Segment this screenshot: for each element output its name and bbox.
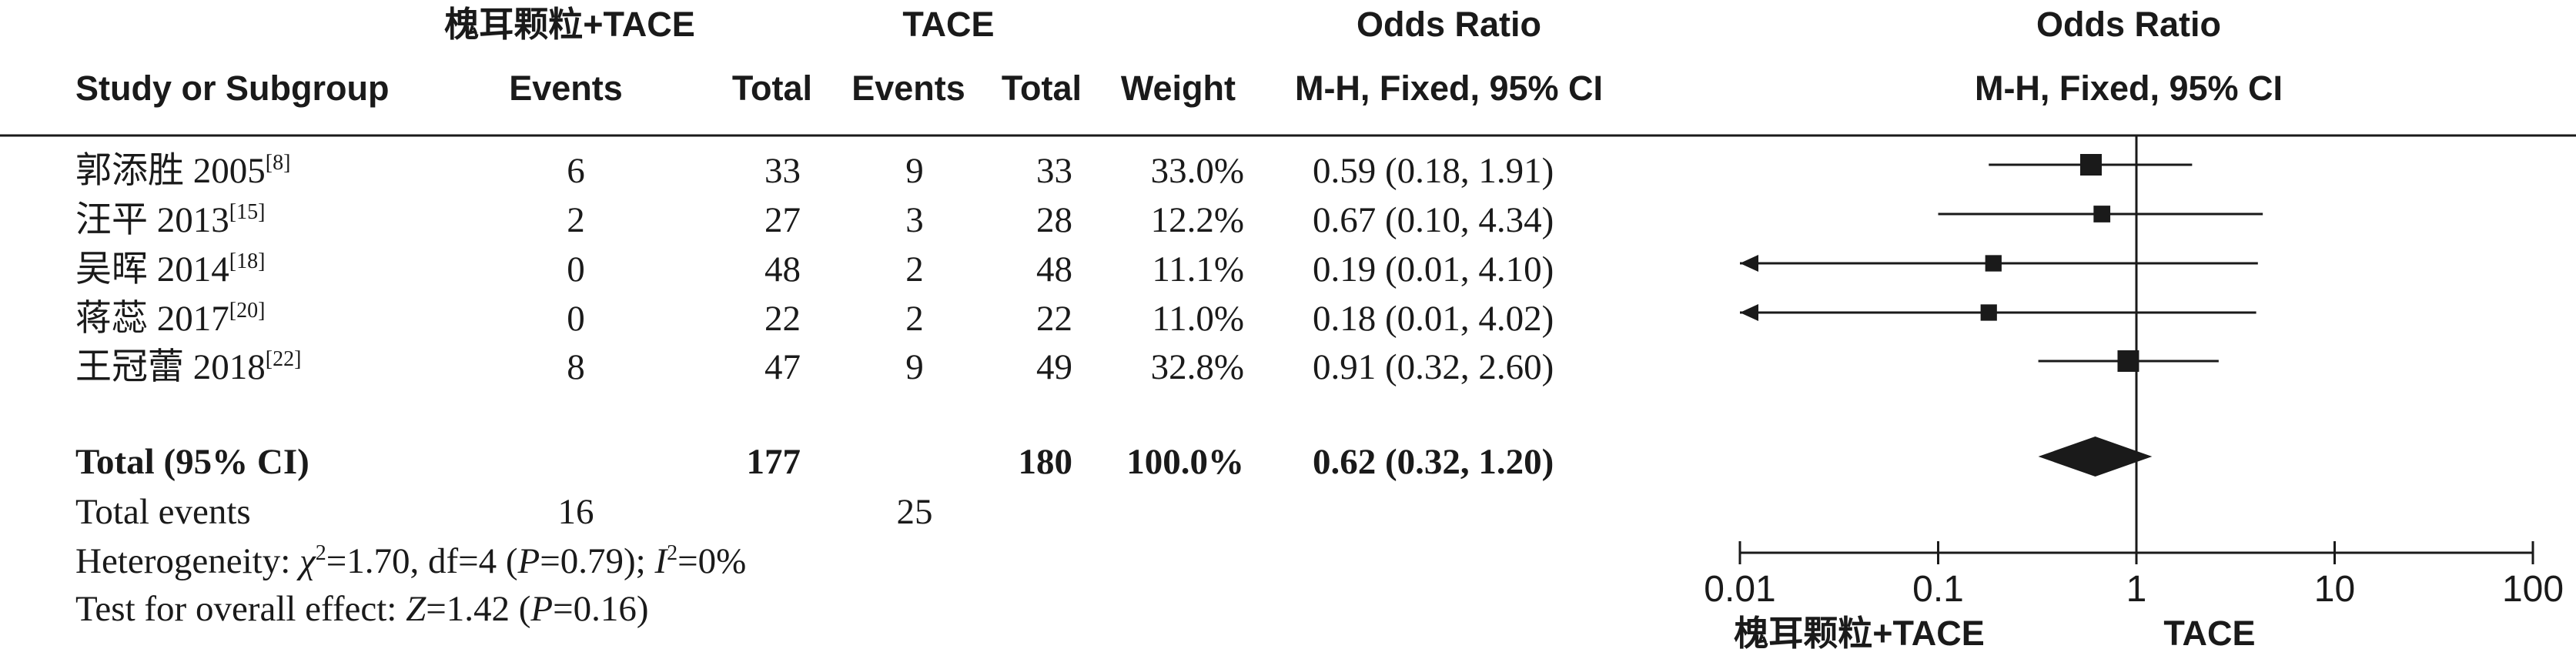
events-ctl-header: Events xyxy=(851,69,965,108)
study-point-marker xyxy=(2079,154,2102,176)
study-row: 蒋蕊 2017[20] 0 22 2 22 11.0% 0.18 (0.01, … xyxy=(75,299,1554,339)
total-exp-cell: 27 xyxy=(764,200,801,240)
total-label: Total (95% CI) xyxy=(75,442,309,482)
ci-cell: 0.18 (0.01, 4.02) xyxy=(1313,299,1554,339)
ci-clipped-arrow xyxy=(1740,304,1758,321)
study-row: 郭添胜 2005[8] 6 33 9 33 33.0% 0.59 (0.18, … xyxy=(75,151,1554,191)
events-exp-cell: 0 xyxy=(567,299,585,339)
total-exp-cell: 47 xyxy=(764,347,801,387)
events-ctl-cell: 2 xyxy=(905,249,924,289)
study-name: 汪平 2013[15] xyxy=(75,200,265,240)
study-column-header: Study or Subgroup xyxy=(75,69,389,108)
favours-right-label: TACE xyxy=(2163,614,2255,653)
ci-cell: 0.19 (0.01, 4.10) xyxy=(1313,249,1554,289)
x-axis-tick-label: 10 xyxy=(2314,569,2355,610)
events-ctl-cell: 9 xyxy=(905,151,924,191)
events-exp-cell: 0 xyxy=(567,249,585,289)
events-exp-cell: 6 xyxy=(567,151,585,191)
total-ctl-cell: 49 xyxy=(1036,347,1072,387)
weight-header: Weight xyxy=(1121,69,1236,108)
total-exp-cell: 48 xyxy=(764,249,801,289)
pooled-diamond xyxy=(2038,437,2153,477)
weight-cell: 32.8% xyxy=(1151,347,1244,387)
events-exp-header: Events xyxy=(509,69,623,108)
weight-cell: 12.2% xyxy=(1151,200,1244,240)
total-row: Total (95% CI) 177 180 100.0% 0.62 (0.32… xyxy=(75,442,1554,482)
weight-cell: 11.0% xyxy=(1152,299,1244,339)
total-exp-cell: 177 xyxy=(747,442,801,482)
experimental-group-header: 槐耳颗粒+TACE xyxy=(444,5,694,44)
study-point-marker xyxy=(2093,206,2111,222)
events-exp-cell: 2 xyxy=(567,200,585,240)
study-name: 蒋蕊 2017[20] xyxy=(75,299,265,339)
events-exp-cell: 8 xyxy=(567,347,585,387)
study-row: 吴晖 2014[18] 0 48 2 48 11.1% 0.19 (0.01, … xyxy=(75,249,1554,289)
events-ctl-cell: 2 xyxy=(905,299,924,339)
x-axis-tick-label: 0.1 xyxy=(1912,569,1964,610)
favours-left-label: 槐耳颗粒+TACE xyxy=(1734,614,1984,653)
ci-clipped-arrow xyxy=(1740,255,1758,272)
odds-ratio-title-left: Odds Ratio xyxy=(1357,5,1541,44)
total-ctl-header: Total xyxy=(1002,69,1082,108)
total-events-label: Total events xyxy=(75,492,251,532)
x-axis-tick-label: 0.01 xyxy=(1704,569,1775,610)
total-ci-cell: 0.62 (0.32, 1.20) xyxy=(1313,442,1554,482)
method-header-left: M-H, Fixed, 95% CI xyxy=(1295,69,1603,108)
total-events-row: Total events 16 25 xyxy=(75,492,933,532)
events-ctl-cell: 3 xyxy=(905,200,924,240)
forest-plot: 0.01 0.1 1 10 100 xyxy=(1704,135,2564,610)
overall-effect-text: Test for overall effect: Z=1.42 (P=0.16) xyxy=(75,589,649,629)
study-row: 王冠蕾 2018[22] 8 47 9 49 32.8% 0.91 (0.32,… xyxy=(75,347,1554,387)
ci-cell: 0.91 (0.32, 2.60) xyxy=(1313,347,1554,387)
total-ctl-cell: 180 xyxy=(1019,442,1073,482)
total-exp-cell: 22 xyxy=(764,299,801,339)
total-ctl-cell: 33 xyxy=(1036,151,1072,191)
total-exp-header: Total xyxy=(732,69,812,108)
total-events-exp: 16 xyxy=(558,492,594,532)
ci-cell: 0.59 (0.18, 1.91) xyxy=(1313,151,1554,191)
study-name: 王冠蕾 2018[22] xyxy=(75,347,301,387)
control-group-header: TACE xyxy=(902,5,994,44)
total-weight-cell: 100.0% xyxy=(1126,442,1244,482)
study-row: 汪平 2013[15] 2 27 3 28 12.2% 0.67 (0.10, … xyxy=(75,200,1554,240)
total-events-ctl: 25 xyxy=(897,492,933,532)
ci-cell: 0.67 (0.10, 4.34) xyxy=(1313,200,1554,240)
study-name: 吴晖 2014[18] xyxy=(75,249,265,289)
odds-ratio-title-right: Odds Ratio xyxy=(2036,5,2221,44)
total-ctl-cell: 48 xyxy=(1036,249,1072,289)
total-ctl-cell: 28 xyxy=(1036,200,1072,240)
weight-cell: 33.0% xyxy=(1151,151,1244,191)
x-axis-tick-label: 1 xyxy=(2126,569,2147,610)
method-header-right: M-H, Fixed, 95% CI xyxy=(1975,69,2283,108)
study-point-marker xyxy=(1980,304,1997,321)
total-exp-cell: 33 xyxy=(764,151,801,191)
total-ctl-cell: 22 xyxy=(1036,299,1072,339)
events-ctl-cell: 9 xyxy=(905,347,924,387)
study-point-marker xyxy=(2117,350,2139,372)
heterogeneity-text: Heterogeneity: χ2=1.70, df=4 (P=0.79); I… xyxy=(75,541,746,581)
x-axis-tick-label: 100 xyxy=(2502,569,2564,610)
study-name: 郭添胜 2005[8] xyxy=(75,151,290,191)
weight-cell: 11.1% xyxy=(1152,249,1244,289)
study-point-marker xyxy=(1985,255,2002,272)
